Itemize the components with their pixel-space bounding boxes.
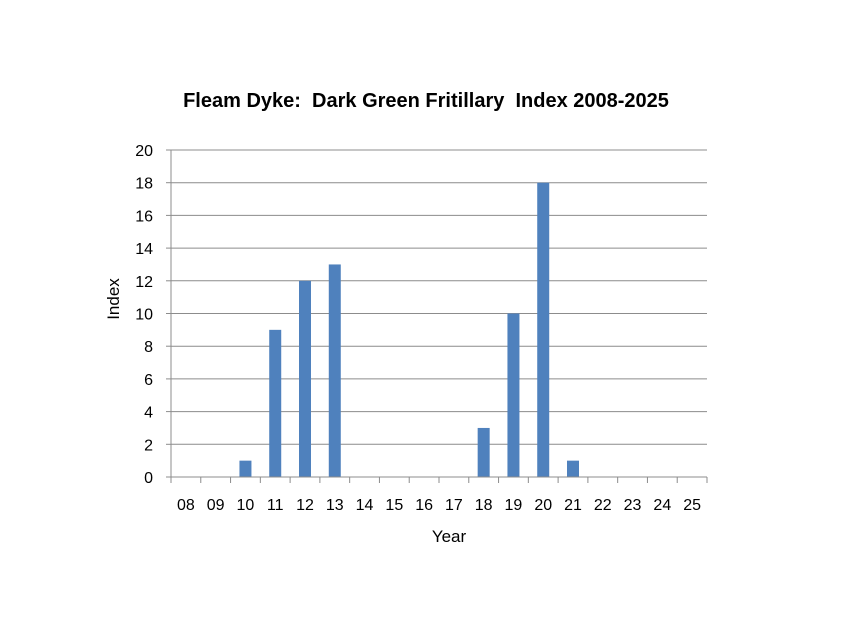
bar-11	[269, 329, 282, 477]
y-tick-label-12: 12	[135, 274, 153, 291]
x-tick-label-13: 13	[326, 497, 344, 514]
x-tick-label-25: 25	[683, 497, 701, 514]
x-tick-label-24: 24	[653, 497, 671, 514]
x-tick-label-11: 11	[267, 497, 284, 514]
x-tick-label-09: 09	[207, 497, 225, 514]
y-tick-label-2: 2	[144, 437, 153, 454]
bar-20	[537, 182, 550, 477]
y-tick-label-20: 20	[135, 143, 153, 160]
x-tick-label-21: 21	[564, 497, 582, 514]
bar-18	[477, 427, 490, 477]
y-tick-label-16: 16	[135, 208, 153, 225]
bar-21	[567, 460, 579, 477]
bars	[239, 182, 579, 477]
chart-title: Fleam Dyke: Dark Green Fritillary Index …	[183, 90, 669, 112]
y-tick-label-18: 18	[135, 176, 153, 193]
x-tick-label-18: 18	[475, 497, 493, 514]
axes	[166, 149, 708, 483]
gridlines	[171, 149, 707, 445]
x-tick-label-10: 10	[237, 497, 255, 514]
y-tick-label-6: 6	[144, 372, 153, 389]
x-tick-label-17: 17	[445, 497, 463, 514]
x-tick-label-14: 14	[356, 497, 374, 514]
x-tick-label-22: 22	[594, 497, 612, 514]
y-tick-label-10: 10	[135, 307, 153, 324]
x-tick-label-16: 16	[415, 497, 433, 514]
bar-10	[239, 460, 252, 477]
y-tick-label-0: 0	[144, 470, 153, 487]
bar-13	[328, 264, 341, 477]
x-tick-labels: 08 09 10 11 12 13 14 15 16 17 18 19 20 21 22 23 24 25	[177, 497, 701, 514]
y-tick-labels: 0 2 4 6 8 10 12 14 16 18 20	[135, 143, 153, 487]
x-tick-label-20: 20	[534, 497, 552, 514]
y-tick-label-4: 4	[144, 405, 153, 422]
x-tick-label-19: 19	[505, 497, 523, 514]
y-axis-label: Index	[104, 278, 123, 320]
x-tick-label-15: 15	[385, 497, 403, 514]
y-tick-label-8: 8	[144, 339, 153, 356]
x-tick-label-12: 12	[296, 497, 314, 514]
x-tick-label-23: 23	[624, 497, 642, 514]
x-tick-label-08: 08	[177, 497, 195, 514]
bar-12	[299, 280, 311, 477]
x-axis-label: Year	[432, 527, 467, 546]
y-tick-label-14: 14	[135, 241, 153, 258]
bar-19	[507, 313, 520, 477]
